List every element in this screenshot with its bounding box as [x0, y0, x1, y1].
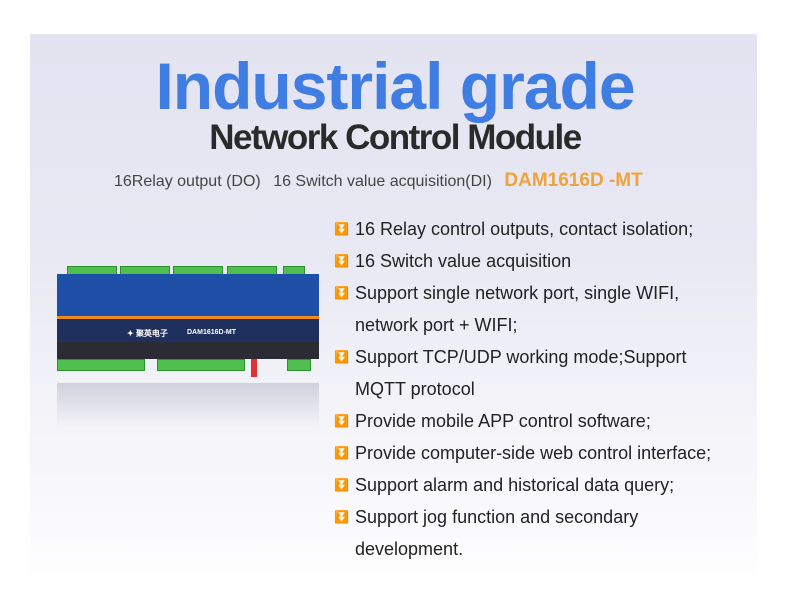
feature-item: ⏬ Provide mobile APP control software;	[334, 405, 711, 437]
page-subtitle: Network Control Module	[209, 118, 582, 157]
model-number: DAM1616D -MT	[504, 170, 643, 191]
double-chevron-down-icon: ⏬	[334, 222, 349, 236]
feature-item: ⏬ Support alarm and historical data query…	[334, 469, 711, 501]
feature-item: ⏬ Provide computer-side web control inter…	[334, 437, 711, 469]
double-chevron-down-icon: ⏬	[334, 446, 349, 460]
double-chevron-down-icon: ⏬	[334, 254, 349, 268]
product-image: ✦ 聚英电子 DAM1616D-MT	[57, 262, 319, 382]
antenna	[251, 359, 257, 377]
double-chevron-down-icon: ⏬	[334, 350, 349, 364]
double-chevron-down-icon: ⏬	[334, 414, 349, 428]
feature-item: ⏬ 16 Relay control outputs, contact isola…	[334, 213, 711, 245]
double-chevron-down-icon: ⏬	[334, 510, 349, 524]
spec-line: 16Relay output (DO) 16 Switch value acqu…	[114, 170, 651, 192]
page-title: Industrial grade	[155, 49, 635, 123]
feature-item: ⏬ Support TCP/UDP working mode;Support MQT…	[334, 341, 711, 405]
feature-item: ⏬ 16 Switch value acquisition	[334, 245, 711, 277]
brand-logo: ✦ 聚英电子	[127, 329, 168, 338]
feature-item: ⏬ Support single network port, single WIF…	[334, 277, 711, 341]
device-label: DAM1616D-MT	[187, 329, 237, 336]
feature-item: ⏬ Support jog function and secondary devel…	[334, 501, 711, 565]
double-chevron-down-icon: ⏬	[334, 286, 349, 300]
feature-list: ⏬ 16 Relay control outputs, contact isola…	[334, 213, 711, 565]
spec-di: 16 Switch value acquisition(DI)	[273, 173, 492, 190]
product-reflection	[57, 383, 319, 428]
spec-do: 16Relay output (DO)	[114, 173, 261, 190]
double-chevron-down-icon: ⏬	[334, 478, 349, 492]
